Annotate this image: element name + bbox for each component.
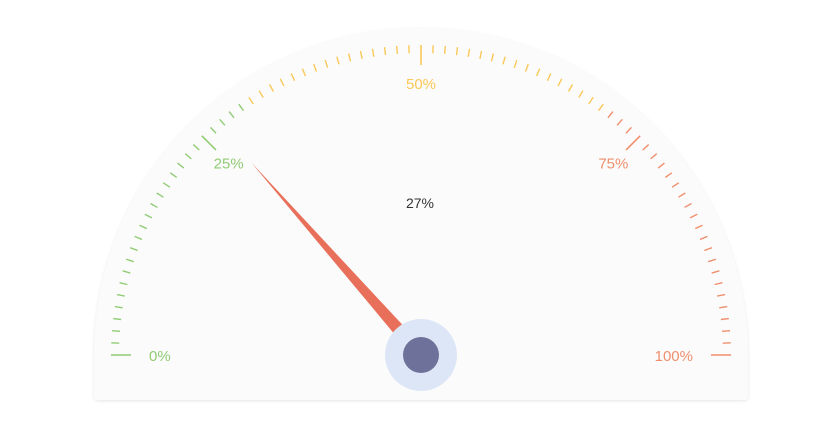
gauge-minor-tick xyxy=(184,153,192,160)
gauge-minor-tick xyxy=(177,162,185,169)
gauge-minor-tick xyxy=(650,153,658,160)
gauge-minor-tick xyxy=(678,192,686,198)
gauge-minor-tick xyxy=(395,45,399,54)
gauge-minor-tick xyxy=(139,224,148,230)
gauge-minor-tick xyxy=(301,68,307,77)
gauge-minor-tick xyxy=(238,103,245,112)
gauge-minor-tick xyxy=(625,126,632,134)
gauge-minor-tick xyxy=(708,258,717,263)
gauge-minor-tick xyxy=(122,270,131,274)
gauge-minor-tick xyxy=(467,48,471,57)
gauge-minor-tick xyxy=(546,73,552,82)
gauge-minor-tick xyxy=(719,305,728,309)
gauge-minor-tick xyxy=(578,90,584,98)
gauge-minor-tick xyxy=(313,63,318,72)
gauge-minor-tick xyxy=(443,45,447,54)
gauge-major-tick xyxy=(201,135,217,151)
gauge-minor-tick xyxy=(513,59,518,68)
gauge-ticks xyxy=(111,45,731,356)
gauge-minor-tick xyxy=(134,235,143,241)
gauge-minor-tick xyxy=(717,293,726,297)
gauge-minor-tick xyxy=(111,329,120,333)
gauge-minor-tick xyxy=(671,182,680,188)
gauge-minor-tick xyxy=(359,50,363,59)
gauge-minor-tick xyxy=(371,48,375,57)
gauge-tick-label: 100% xyxy=(655,348,693,365)
gauge-minor-tick xyxy=(114,305,123,309)
gauge-minor-tick xyxy=(711,270,720,274)
gauge-minor-tick xyxy=(156,192,164,198)
gauge-minor-tick xyxy=(258,90,264,98)
gauge-minor-tick xyxy=(290,73,296,82)
gauge-minor-tick xyxy=(279,78,285,87)
gauge-tick-label: 50% xyxy=(406,76,436,93)
gauge-minor-tick xyxy=(248,96,254,105)
gauge-minor-tick xyxy=(150,202,158,209)
gauge-minor-tick xyxy=(268,84,275,92)
gauge-minor-tick xyxy=(479,50,483,59)
gauge-minor-tick xyxy=(210,126,217,134)
gauge-minor-tick xyxy=(616,118,623,126)
gauge-minor-tick xyxy=(119,281,128,286)
gauge-minor-tick xyxy=(192,144,200,151)
gauge-minor-tick xyxy=(383,47,387,56)
gauge-minor-tick xyxy=(720,317,729,321)
gauge-minor-tick xyxy=(588,96,594,105)
gauge-minor-tick xyxy=(664,172,673,179)
gauge-minor-tick xyxy=(704,247,713,252)
gauge-minor-tick xyxy=(597,103,604,112)
gauge-minor-tick xyxy=(162,182,171,188)
gauge-tick-labels: 0% 25% 50% 75% 100% xyxy=(149,76,693,365)
gauge-minor-tick xyxy=(657,162,665,169)
gauge-tick-label: 25% xyxy=(214,156,244,173)
gauge-minor-tick xyxy=(535,68,541,77)
gauge-needle xyxy=(251,162,427,360)
gauge-minor-tick xyxy=(502,56,506,65)
gauge-minor-tick xyxy=(336,56,340,65)
gauge-tick-label: 0% xyxy=(149,348,171,365)
gauge-minor-tick xyxy=(455,47,459,56)
gauge-minor-tick xyxy=(722,329,731,333)
gauge-minor-tick xyxy=(116,293,125,297)
gauge-minor-tick xyxy=(144,213,153,219)
gauge-face xyxy=(94,28,748,400)
gauge-value-label: 27% xyxy=(406,195,434,211)
gauge-hub xyxy=(403,337,439,373)
gauge-minor-tick xyxy=(125,258,134,263)
gauge-minor-tick xyxy=(113,317,122,321)
gauge-tick-label: 75% xyxy=(598,156,628,173)
gauge-minor-tick xyxy=(607,111,614,119)
gauge-minor-tick xyxy=(324,59,329,68)
gauge-minor-tick xyxy=(689,213,698,219)
gauge-minor-tick xyxy=(347,53,352,62)
gauge-minor-tick xyxy=(699,235,708,241)
gauge-minor-tick xyxy=(219,118,226,126)
gauge-minor-tick xyxy=(684,202,692,209)
gauge-minor-tick xyxy=(228,111,235,119)
gauge-minor-tick xyxy=(129,247,138,252)
gauge-minor-tick xyxy=(524,63,529,72)
gauge-minor-tick xyxy=(694,224,703,230)
gauge-minor-tick xyxy=(557,78,563,87)
gauge-minor-tick xyxy=(490,53,495,62)
gauge-minor-tick xyxy=(567,84,574,92)
gauge-minor-tick xyxy=(642,144,650,151)
gauge-major-tick xyxy=(625,135,641,151)
gauge-minor-tick xyxy=(169,172,178,179)
gauge-minor-tick xyxy=(714,281,723,286)
